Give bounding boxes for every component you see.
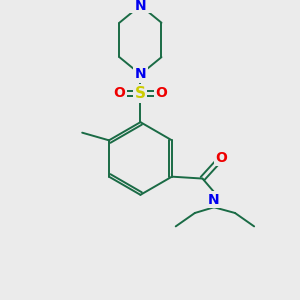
Text: N: N <box>135 68 146 81</box>
Text: N: N <box>135 0 146 13</box>
Text: O: O <box>113 86 125 100</box>
Text: O: O <box>216 151 228 164</box>
Text: S: S <box>135 86 146 101</box>
Text: N: N <box>208 193 220 207</box>
Text: O: O <box>155 86 167 100</box>
